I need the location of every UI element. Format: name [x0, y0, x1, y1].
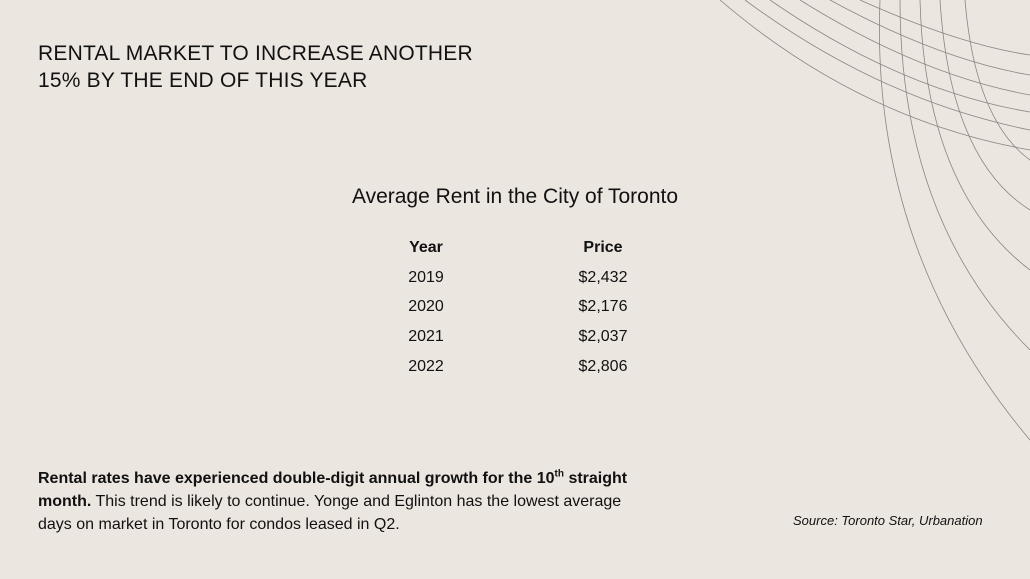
arc — [744, 0, 1030, 131]
arc — [859, 0, 1030, 56]
arc — [919, 0, 1030, 271]
table-cell: 2020 — [408, 298, 444, 316]
column-header: Year — [409, 238, 443, 256]
title-line: RENTAL MARKET TO INCREASE ANOTHER — [38, 42, 473, 65]
note-bold: straight month. — [38, 470, 628, 510]
table-row: 2019 $2,432 — [366, 263, 720, 293]
table-cell: $2,806 — [578, 357, 628, 375]
arc — [899, 0, 1030, 351]
title-line: 15% BY THE END OF THIS YEAR — [38, 69, 368, 92]
arc — [939, 0, 1030, 211]
table-cell: $2,037 — [578, 327, 628, 345]
table-cell: 2022 — [408, 357, 444, 375]
note-text: This trend is likely to continue. Yonge … — [38, 493, 622, 533]
column-header: Price — [583, 238, 623, 256]
arc — [769, 0, 1030, 113]
table-row: 2020 $2,176 — [366, 292, 720, 322]
table-row: 2021 $2,037 — [366, 322, 720, 352]
note-bold: Rental rates have experienced double-dig… — [38, 470, 555, 487]
table-cell: $2,432 — [578, 268, 628, 286]
rent-table: Year Price 2019 $2,432 2020 $2,176 2021 $2,03… — [366, 233, 720, 381]
arc — [719, 0, 1030, 151]
slide-title: RENTAL MARKET TO INCREASE ANOTHER 15% BY… — [38, 40, 473, 94]
table-row: 2022 $2,806 — [366, 352, 720, 382]
arc — [799, 0, 1030, 96]
arc — [879, 0, 1030, 441]
note: Rental rates have experienced double-dig… — [38, 467, 630, 536]
table-title: Average Rent in the City of Toronto — [351, 185, 679, 208]
table-cell: $2,176 — [578, 298, 628, 316]
note-superscript: th — [554, 468, 564, 480]
source: Source: Toronto Star, Urbanation — [793, 513, 983, 528]
table-cell: 2019 — [408, 268, 444, 286]
table-body: 2019 $2,432 2020 $2,176 2021 $2,037 2022 $2,806 — [366, 263, 720, 382]
header-row: Year Price — [366, 233, 720, 263]
table-cell: 2021 — [408, 327, 444, 345]
arc — [829, 0, 1030, 76]
arc — [964, 0, 1030, 161]
